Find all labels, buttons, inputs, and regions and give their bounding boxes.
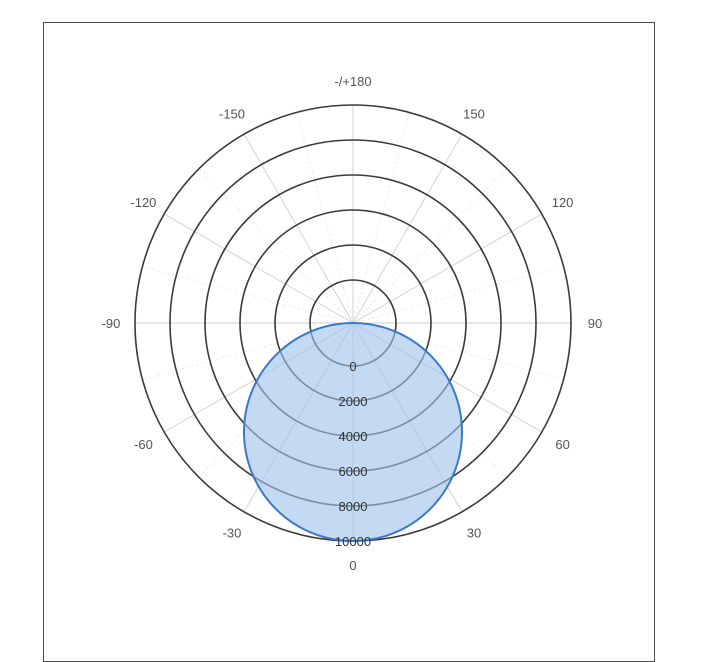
radial-tick-label: 0 xyxy=(349,359,356,374)
data-series xyxy=(243,322,463,542)
angle-tick-label: 0 xyxy=(349,558,356,573)
angle-tick-label: -150 xyxy=(219,106,245,121)
radial-tick-labels: 0 2000 4000 6000 8000 10000 xyxy=(335,359,371,549)
angle-tick-label: 60 xyxy=(555,437,569,452)
minor-angle-gridline xyxy=(198,168,354,324)
angle-tick-label: 90 xyxy=(588,316,602,331)
angle-gridline xyxy=(352,133,463,324)
radial-tick-label: 10000 xyxy=(335,534,371,549)
radial-tick-label: 8000 xyxy=(339,499,368,514)
angle-tick-label: 150 xyxy=(463,106,485,121)
minor-angle-gridline xyxy=(296,112,354,324)
radial-tick-label: 2000 xyxy=(339,394,368,409)
angle-tick-label: -30 xyxy=(223,526,242,541)
minor-angle-gridline xyxy=(352,112,410,324)
angle-gridline xyxy=(243,133,354,324)
angle-tick-label: 120 xyxy=(552,195,574,210)
radial-tick-label: 4000 xyxy=(339,429,368,444)
angle-tick-labels: 0 30 60 90 120 150 -/+180 -150 -120 -90 -60 -30 xyxy=(102,74,603,573)
angle-gridline xyxy=(352,213,543,324)
angle-tick-label: -90 xyxy=(102,316,121,331)
series-lobe xyxy=(243,322,463,542)
radial-tick-label: 6000 xyxy=(339,464,368,479)
angle-gridline xyxy=(163,213,354,324)
minor-angle-gridline xyxy=(142,266,354,324)
minor-angle-gridline xyxy=(352,168,508,324)
angle-tick-label: 30 xyxy=(467,526,481,541)
polar-chart: 0 30 60 90 120 150 -/+180 -150 -120 -90 -60 -30 0 20… xyxy=(102,74,603,573)
angle-tick-label: -/+180 xyxy=(334,74,371,89)
angle-tick-label: -60 xyxy=(134,437,153,452)
minor-angle-gridline xyxy=(352,266,564,324)
angle-tick-label: -120 xyxy=(130,195,156,210)
